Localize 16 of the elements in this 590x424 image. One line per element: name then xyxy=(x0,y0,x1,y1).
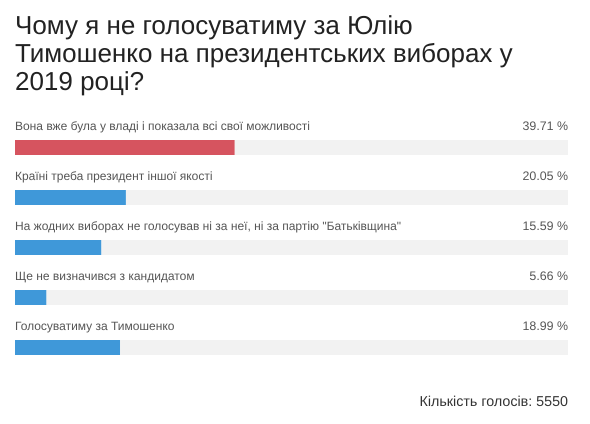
y-tick-label: Ще не визначився з кандидатом xyxy=(15,269,195,283)
y-tick-label: Голосуватиму за Тимошенко xyxy=(15,319,175,333)
text: Кількість голосів: 5550 xyxy=(419,394,568,410)
bar xyxy=(15,290,46,305)
y-tick-label: На жодних виборах не голосував ні за неї, ні за партію "Батьківщина" xyxy=(15,219,402,233)
y-tick-label: Вона вже була у владі і показала всі свої можливості xyxy=(15,119,310,133)
data-label: 5.66 % xyxy=(529,269,568,283)
data-label: 39.71 % xyxy=(522,119,568,133)
chart-title: Чому я не голосуватиму за Юлію Тимошенко на президентських виборах у 2019 році? xyxy=(15,10,513,96)
bar xyxy=(15,190,126,205)
data-label: 18.99 % xyxy=(522,319,568,333)
data-label: 15.59 % xyxy=(522,219,568,233)
bar xyxy=(15,240,102,255)
y-tick-label: Країні треба президент іншої якості xyxy=(15,169,213,183)
bar xyxy=(15,340,120,355)
data-label: 20.05 % xyxy=(522,169,568,183)
